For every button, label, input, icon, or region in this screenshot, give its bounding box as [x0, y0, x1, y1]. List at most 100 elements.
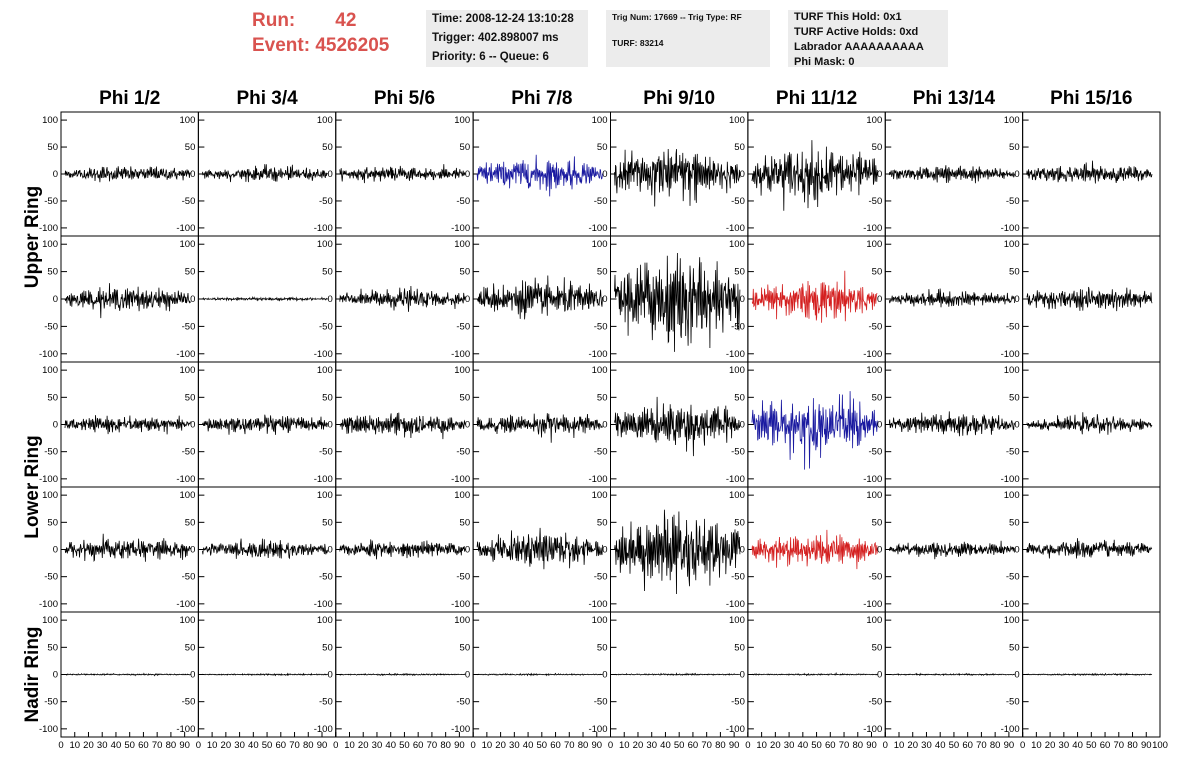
y-tick-label: 0 [740, 169, 745, 180]
y-tick-label: 0 [53, 420, 58, 431]
y-tick-label: -100 [176, 599, 195, 610]
y-tick-label: -100 [1001, 223, 1020, 234]
y-tick-label: 50 [872, 517, 883, 528]
y-tick-label: 100 [42, 115, 58, 126]
y-tick-label: 0 [465, 294, 470, 305]
waveform-r2-c5 [614, 252, 741, 352]
y-tick-label: -100 [1001, 599, 1020, 610]
y-tick-label: -100 [863, 474, 882, 485]
y-tick-label: -50 [1006, 321, 1020, 332]
y-tick-label: 50 [47, 142, 58, 153]
y-tick-label: -100 [451, 724, 470, 735]
y-tick-label: 0 [190, 294, 195, 305]
y-tick-label: -50 [594, 447, 608, 458]
x-tick-label: 80 [440, 740, 451, 751]
y-tick-label: 50 [734, 267, 745, 278]
waveform-r5-c5 [614, 672, 740, 676]
y-tick-label: -100 [176, 474, 195, 485]
y-tick-label: -50 [731, 447, 745, 458]
y-tick-label: 0 [877, 169, 882, 180]
y-tick-label: -100 [39, 599, 58, 610]
x-tick-label: 90 [179, 740, 190, 751]
y-tick-label: -50 [869, 572, 883, 583]
x-tick-label: 20 [221, 740, 232, 751]
x-tick-label: 70 [289, 740, 300, 751]
run-label: Run: [252, 10, 296, 31]
y-tick-label: 0 [602, 545, 607, 556]
y-tick-label: -50 [869, 447, 883, 458]
y-tick-label: 100 [729, 365, 745, 376]
y-tick-label: 0 [740, 545, 745, 556]
y-tick-label: 100 [729, 490, 745, 501]
x-tick-label: 50 [674, 740, 685, 751]
y-tick-label: 100 [729, 115, 745, 126]
event-value: 4526205 [315, 35, 390, 56]
x-tick-label: 30 [1059, 740, 1070, 751]
event-label: Event: [252, 35, 311, 56]
y-tick-label: -100 [588, 599, 607, 610]
waveform-r3-c6 [751, 391, 878, 470]
y-tick-label: 50 [734, 517, 745, 528]
y-tick-label: 50 [185, 392, 196, 403]
waveform-r4-c1 [64, 533, 191, 563]
x-tick-label: 50 [124, 740, 135, 751]
waveform-r5-c6 [751, 672, 878, 677]
x-tick-label: 60 [962, 740, 973, 751]
y-tick-label: 50 [460, 142, 471, 153]
y-tick-label: -100 [1001, 474, 1020, 485]
x-tick-label: 30 [784, 740, 795, 751]
waveform-r3-c5 [614, 396, 741, 457]
turf-info-box: TURF This Hold: 0x1 TURF Active Holds: 0… [788, 10, 948, 68]
waveform-r5-c2 [202, 672, 328, 677]
waveform-r4-c4 [476, 527, 603, 570]
waveform-r2-c8 [1026, 286, 1153, 312]
x-tick-label: 70 [152, 740, 163, 751]
y-tick-label: 0 [877, 670, 882, 681]
x-tick-label: 40 [798, 740, 809, 751]
y-tick-label: -100 [314, 223, 333, 234]
y-tick-label: 0 [877, 545, 882, 556]
y-tick-label: 50 [460, 267, 471, 278]
y-tick-label: 50 [460, 392, 471, 403]
waveform-r2-c6 [751, 270, 878, 323]
y-tick-label: -100 [726, 724, 745, 735]
y-tick-label: -100 [863, 599, 882, 610]
y-tick-label: -50 [319, 572, 333, 583]
y-tick-label: -50 [1006, 447, 1020, 458]
y-tick-label: 50 [597, 142, 608, 153]
waveform-r2-c2 [202, 295, 328, 302]
y-tick-label: -100 [1001, 349, 1020, 360]
phi-title-3: Phi 5/6 [374, 88, 435, 109]
x-tick-label: 50 [1086, 740, 1097, 751]
y-tick-label: 0 [327, 545, 332, 556]
y-tick-label: -100 [588, 724, 607, 735]
x-tick-label: 90 [317, 740, 328, 751]
y-tick-label: 0 [465, 169, 470, 180]
y-tick-label: -100 [451, 349, 470, 360]
event-line: Event: 4526205 [252, 33, 389, 58]
y-tick-label: 50 [322, 517, 333, 528]
x-tick-label: 60 [138, 740, 149, 751]
y-tick-label: -50 [456, 572, 470, 583]
y-tick-label: 100 [592, 239, 608, 250]
y-tick-label: -100 [39, 223, 58, 234]
phi-title-7: Phi 13/14 [913, 88, 996, 109]
y-tick-label: -100 [863, 724, 882, 735]
x-tick-label: 30 [372, 740, 383, 751]
y-tick-label: 0 [53, 670, 58, 681]
y-tick-label: 50 [185, 517, 196, 528]
y-tick-label: -100 [863, 223, 882, 234]
phi-title-1: Phi 1/2 [99, 88, 160, 109]
waveform-r1-c4 [476, 154, 603, 197]
y-tick-label: 50 [734, 392, 745, 403]
y-tick-label: -50 [869, 697, 883, 708]
waveform-r4-c5 [614, 509, 741, 595]
y-tick-label: -50 [44, 572, 58, 583]
y-tick-label: -50 [456, 321, 470, 332]
waveform-r5-c3 [339, 672, 466, 677]
y-tick-label: -100 [39, 349, 58, 360]
y-tick-label: 100 [866, 615, 882, 626]
x-tick-label: 50 [811, 740, 822, 751]
y-tick-label: 50 [597, 392, 608, 403]
